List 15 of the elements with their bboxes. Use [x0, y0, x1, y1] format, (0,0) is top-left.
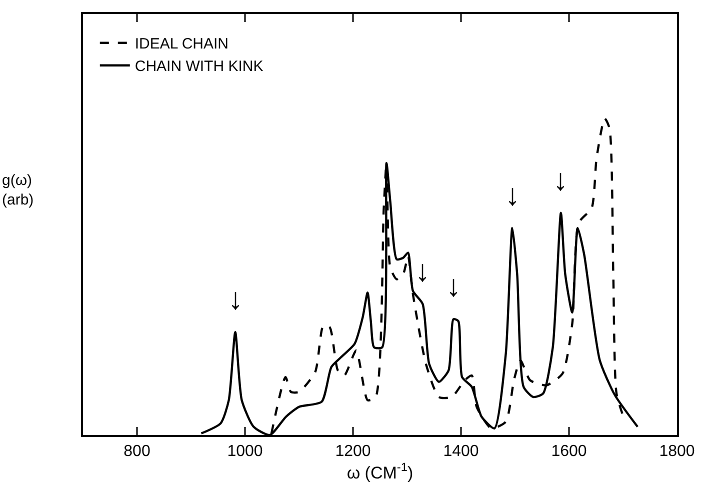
annotation: ↓ — [553, 164, 568, 197]
x-tick-label: 1200 — [335, 443, 371, 460]
annotation: ↓ — [505, 179, 520, 212]
x-tick-label: 1800 — [659, 443, 695, 460]
legend-label: CHAIN WITH KINK — [134, 58, 264, 76]
x-tick-label: 1600 — [551, 443, 587, 460]
annotation: ↓ — [415, 255, 430, 288]
annotation: ↓ — [228, 283, 243, 316]
annotation: ↓ — [446, 270, 461, 303]
x-tick-label: 1400 — [443, 443, 479, 460]
x-axis-title: ω (CM$^{-1}$) — [346, 460, 414, 482]
y-axis-title: g(ω) (arb) — [2, 172, 34, 208]
legend-label: IDEAL CHAIN — [134, 36, 229, 53]
x-tick-label: 1000 — [227, 443, 263, 460]
x-tick-label: 800 — [124, 443, 150, 460]
